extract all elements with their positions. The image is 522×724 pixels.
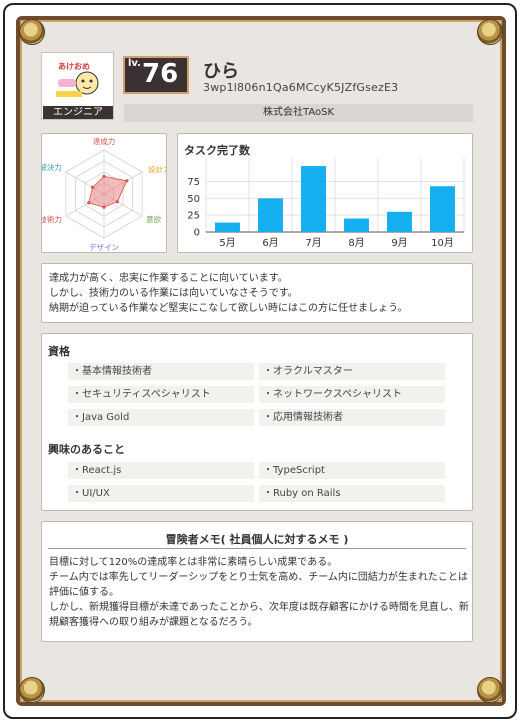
corner-ornament [19,677,45,703]
description-line: 納期が迫っている作業など堅実にこなして欲しい時にはこの方に任せましょう。 [49,303,408,314]
interest-item: ・Ruby on Rails [259,485,445,502]
description-panel: 達成力が高く、忠実に作業することに向いています。 しかし、技術力のいる作業には向… [41,263,473,323]
description-line: 達成力が高く、忠実に作業することに向いています。 [49,273,288,284]
memo-line: 目標に対して120%の達成率とは非常に素晴らしい成果である。 [49,557,338,568]
qualification-item: ・基本情報技術者 [68,363,254,380]
radar-chart: 達成力設計力意欲デザイン 技術力 解決力 [39,136,170,252]
radar-label: 技術力 [42,214,62,224]
y-tick-label: 25 [187,211,200,222]
description-line: しかし、技術力のいる作業には向いていなさそうです。 [49,288,298,299]
radar-label: 設計力 [148,164,166,174]
chart-bar [430,186,455,232]
y-tick-label: 75 [187,177,200,188]
memo-title: 冒険者メモ( 社員個人に対するメモ ) [165,533,349,546]
user-id: 3wp1l806n1Qa6MCcyK5JZfGsezE3 [203,81,399,94]
qualification-item: ・ネットワークスペシャリスト [259,386,445,403]
memo-panel: 冒険者メモ( 社員個人に対するメモ ) 目標に対して120%の達成率とは非常に素… [41,521,473,642]
memo-line: チーム内では率先してリーダーシップをとり士気を高め、チーム内に団結力が生まれたこ… [49,572,468,583]
radar-point [102,205,106,209]
chart-bar [387,211,412,232]
chart-title: タスク完了数 [184,144,250,157]
user-name: ひら [203,61,239,82]
qualification-item: ・Java Gold [68,409,254,426]
corner-ornament [477,677,503,703]
radar-point [125,179,129,183]
chart-bar [215,222,240,232]
y-tick-label: 50 [187,194,200,205]
x-tick-label: 10月 [431,237,454,249]
radar-area [88,175,128,208]
avatar-image: あけおめ [54,59,102,101]
chart-bar [258,198,283,232]
role-badge: エンジニア [43,106,113,119]
radar-label: 解決力 [42,162,62,172]
y-tick-label: 0 [194,228,200,239]
company-name: 株式会社TAoSK [124,104,473,122]
task-bar-chart: 0 25 50 75 5月 6月 7月 8月 9月 10月 [187,158,465,249]
radar-point [90,185,95,189]
radar-panel: 達成力設計力意欲デザイン 技術力 解決力 [39,133,171,253]
level-value: 76 [142,59,179,89]
x-tick-label: 8月 [348,237,364,249]
chart-bar [344,218,369,232]
x-tick-label: 9月 [391,237,407,249]
memo-line: 評価に値する。 [49,587,119,598]
qualification-item: ・セキュリティスペシャリスト [68,386,254,403]
memo-line: しかし、新規獲得目標が未達であったことから、次年度は既存顧客にかける時間を見直し… [49,602,469,613]
corner-ornament [477,19,503,45]
qualification-item: ・オラクルマスター [259,363,445,380]
radar-label: 意欲 [146,214,161,224]
radar-point [102,174,106,178]
corner-ornament [19,19,45,45]
x-tick-label: 6月 [262,237,278,249]
radar-label: 達成力 [93,136,116,146]
interest-item: ・UI/UX [68,485,254,502]
x-tick-label: 7月 [305,237,321,249]
radar-label: デザイン [89,242,119,252]
memo-line: 規顧客獲得への取り組みが課題となるだろう。 [49,617,258,628]
qualification-item: ・応用情報技術者 [259,409,445,426]
interests-title: 興味のあること [48,443,125,456]
interest-item: ・TypeScript [259,462,445,479]
radar-point [87,201,91,205]
memo-divider [48,548,466,549]
level-label: lv. [128,58,141,69]
skills-panel: 資格 ・基本情報技術者 ・オラクルマスター ・セキュリティスペシャリスト ・ネッ… [41,333,473,511]
radar-point [115,200,119,204]
task-chart-panel: タスク完了数 0 25 50 75 5月 6月 7月 8月 9月 10月 [177,133,473,253]
level-badge: lv. 76 [123,56,189,94]
x-tick-label: 5月 [219,237,235,249]
interest-item: ・React.js [68,462,254,479]
qualifications-title: 資格 [48,345,70,358]
avatar-caption: あけおめ [58,62,90,71]
chart-bar [301,166,326,232]
